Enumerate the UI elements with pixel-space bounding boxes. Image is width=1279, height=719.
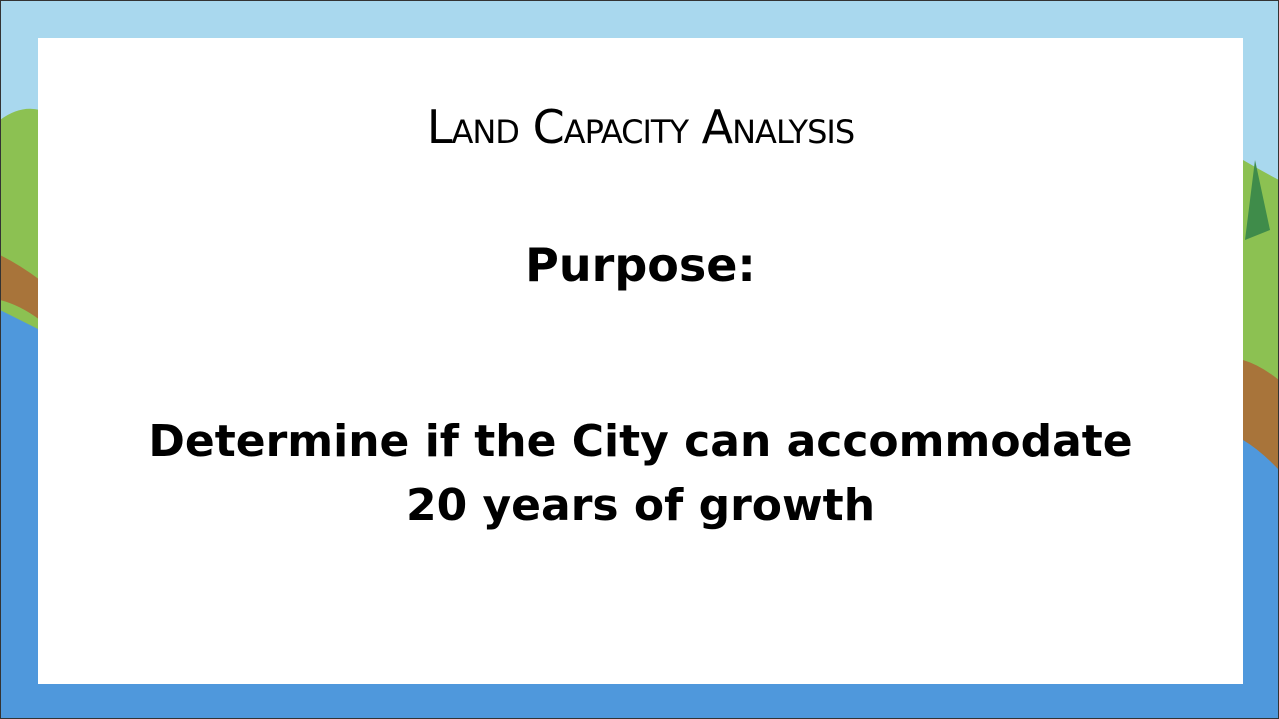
tree-right — [1245, 160, 1270, 240]
earth-left — [0, 255, 40, 320]
slide-title: Land Capacity Analysis — [426, 100, 855, 154]
body-text: Determine if the City can accommodate 20… — [38, 410, 1243, 538]
body-line: Determine if the City can accommodate — [148, 416, 1133, 467]
content-panel: Land Capacity Analysis Purpose: Determin… — [38, 38, 1243, 684]
heading: Purpose: — [525, 238, 756, 292]
body-line: 20 years of growth — [405, 480, 876, 531]
earth-right — [1243, 360, 1279, 470]
